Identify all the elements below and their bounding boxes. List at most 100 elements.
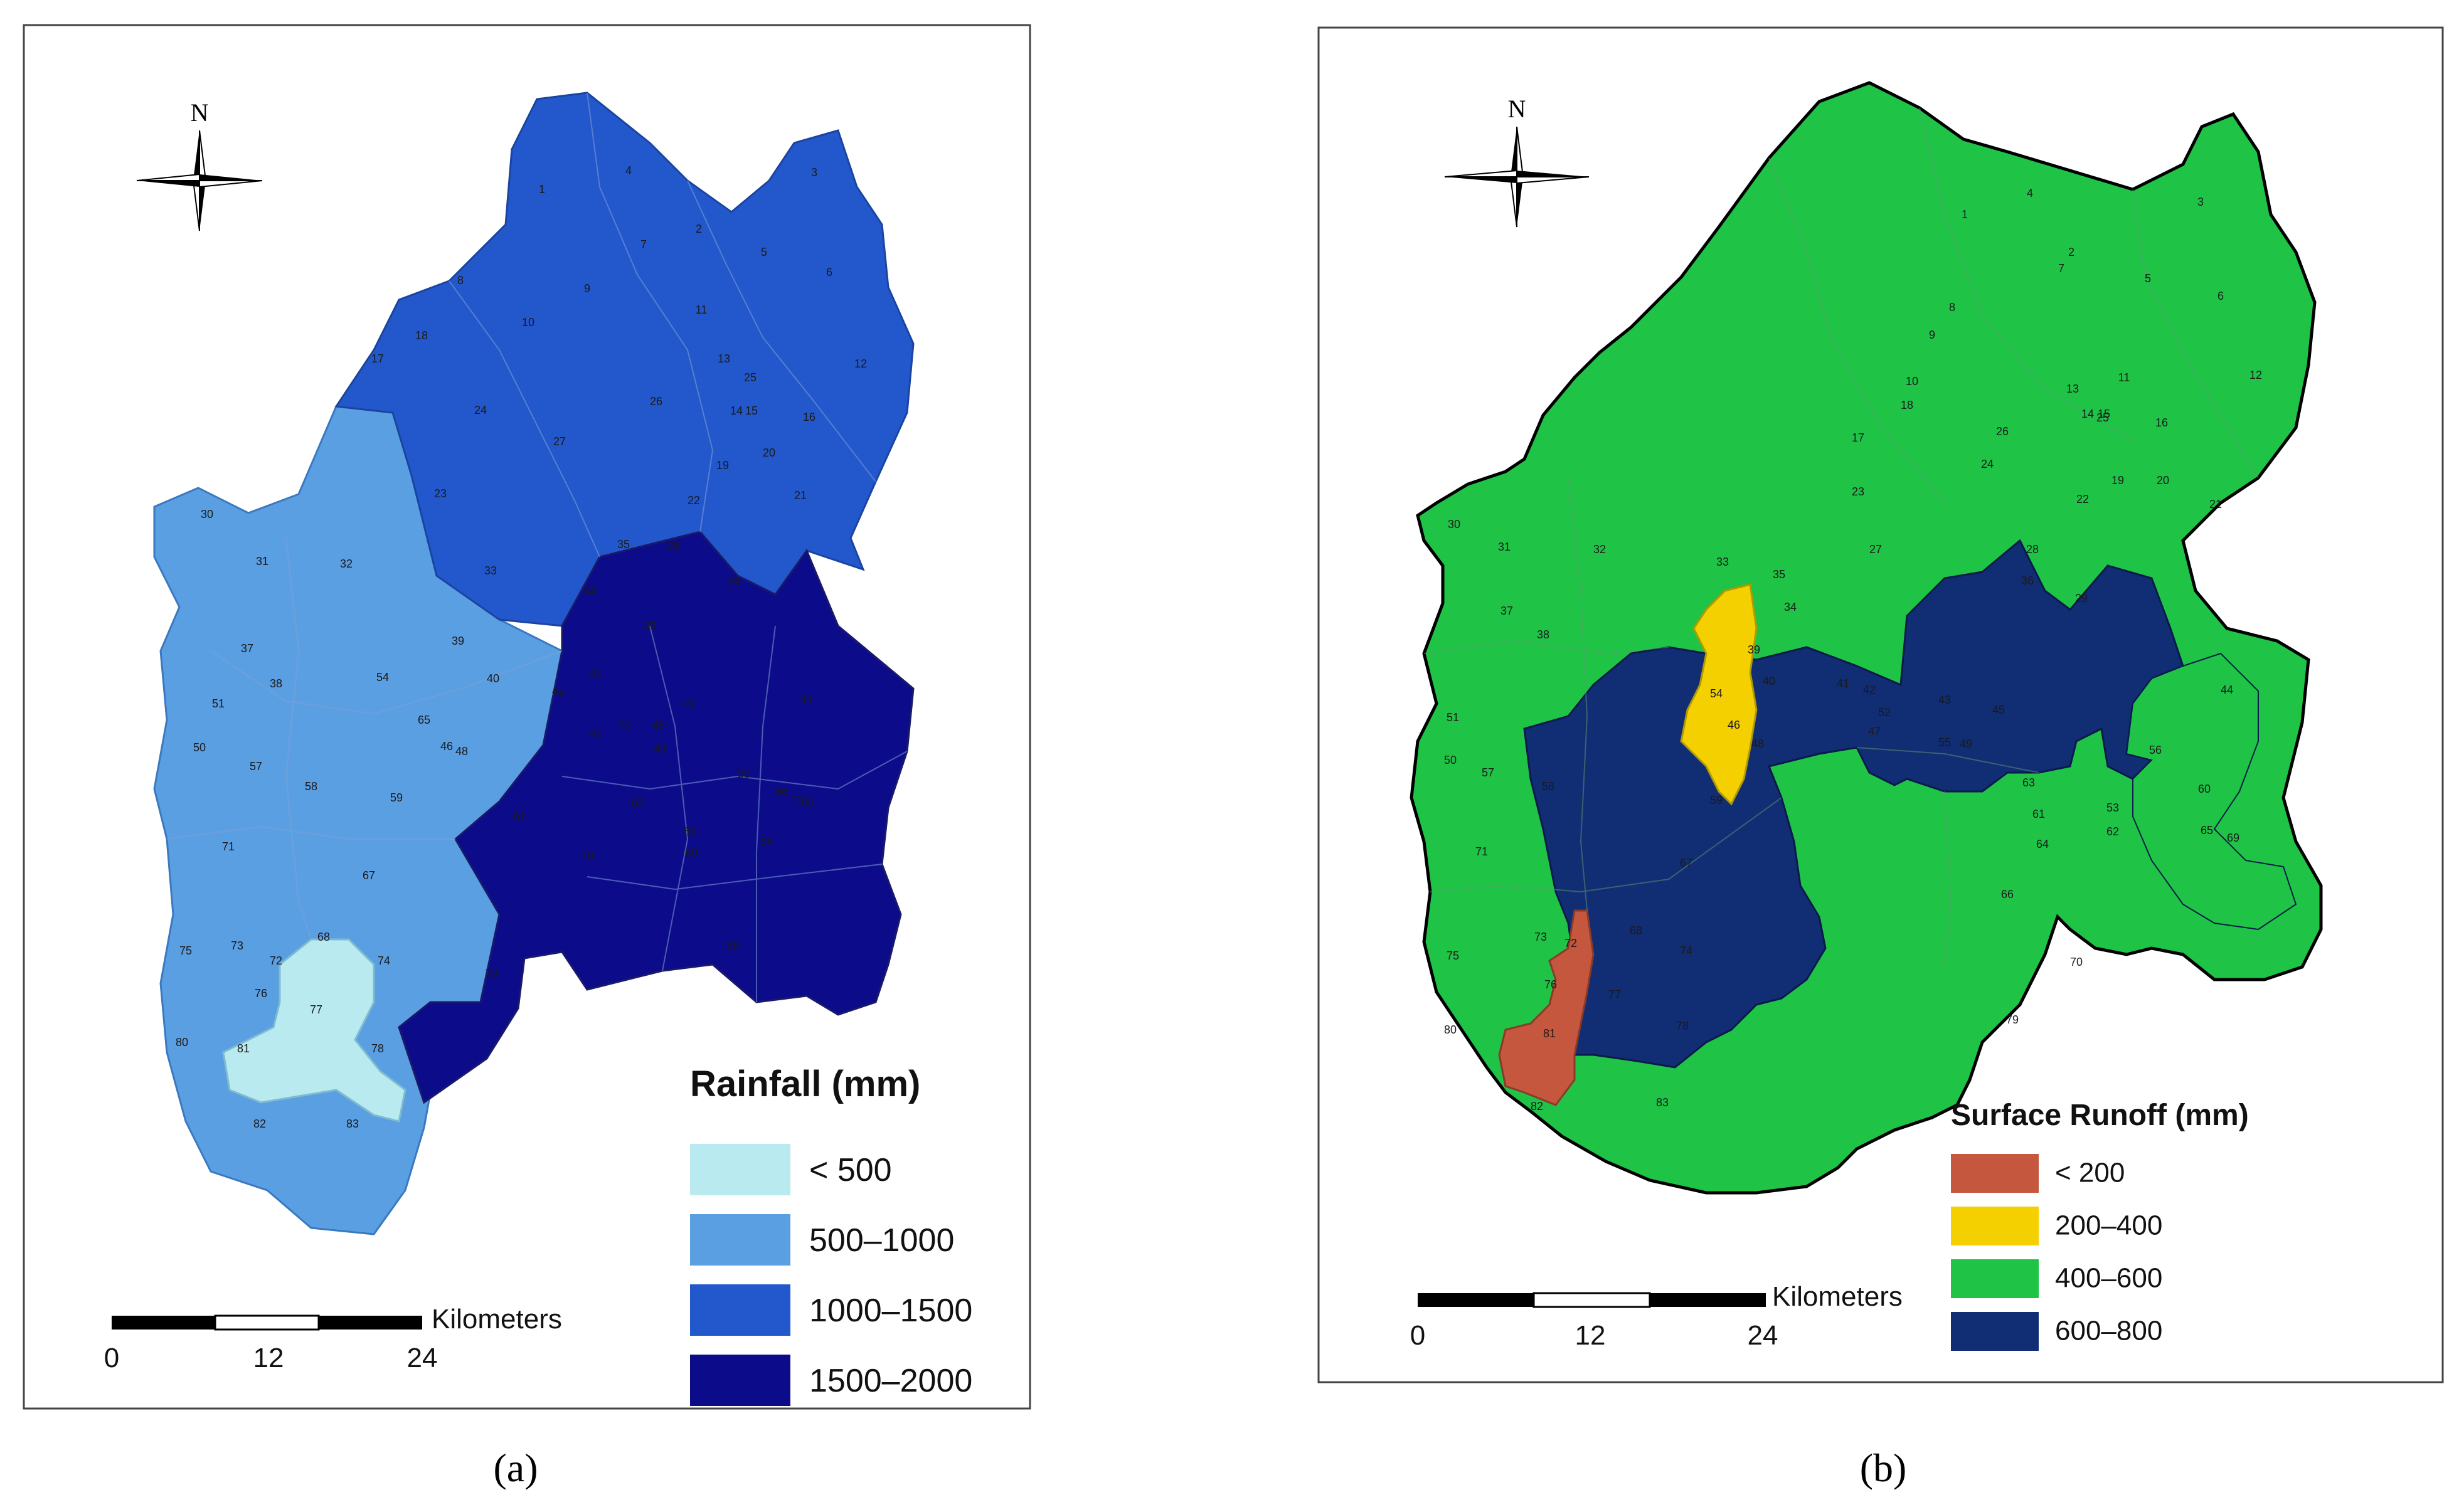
subbasin-label-76: 76 (255, 987, 267, 1000)
subbasin-label-26: 26 (1996, 425, 2009, 438)
legend-swatch (690, 1284, 790, 1336)
subbasin-label-15: 15 (2098, 408, 2110, 420)
subbasin-label-51: 51 (1447, 711, 1459, 724)
subbasin-label-50: 50 (193, 741, 206, 754)
subbasin-label-29: 29 (2075, 592, 2088, 605)
subbasin-label-28: 28 (2026, 543, 2039, 556)
subbasin-label-16: 16 (803, 411, 815, 423)
scale-tick-24: 24 (1748, 1320, 1778, 1351)
subbasin-label-4: 4 (2027, 187, 2033, 199)
subbasin-label-30: 30 (1448, 518, 1460, 531)
subbasin-label-54: 54 (376, 671, 389, 684)
subbasin-label-39: 39 (452, 635, 464, 647)
subbasin-label-5: 5 (761, 246, 767, 258)
subbasin-label-68: 68 (317, 931, 330, 943)
subbasin-label-17: 17 (371, 352, 384, 365)
subbasin-label-57: 57 (250, 760, 262, 773)
panel-a: 1 2 3 4 5 6 7 8 9 10 11 12 13 14 15 16 17 18 19 20 21 22 23 24 2… (23, 24, 1031, 1410)
subbasin-label-58: 58 (1542, 780, 1554, 793)
subbasin-label-35: 35 (617, 538, 630, 551)
subbasin-label-46: 46 (440, 740, 453, 753)
subbasin-label-2: 2 (2068, 246, 2074, 258)
subbasin-label-73: 73 (1534, 931, 1547, 943)
subbasin-label-34: 34 (583, 584, 596, 597)
subbasin-label-65: 65 (418, 714, 430, 726)
legend-swatch (690, 1144, 790, 1195)
north-label: N (1508, 95, 1526, 123)
subbasin-label-61: 61 (2032, 808, 2045, 820)
subbasin-label-54: 54 (1710, 687, 1723, 700)
subbasin-label-78: 78 (371, 1042, 384, 1055)
subbasin-label-58: 58 (305, 780, 317, 793)
scale-unit: Kilometers (432, 1304, 562, 1335)
subbasin-label-75: 75 (179, 944, 192, 957)
subbasin-label-18: 18 (1901, 399, 1913, 411)
subbasin-label-71: 71 (222, 840, 235, 853)
subbasin-label-70: 70 (581, 849, 593, 862)
subbasin-label-38: 38 (1537, 628, 1549, 641)
subbasin-label-66: 66 (2001, 888, 2014, 901)
subbasin-label-1: 1 (1962, 208, 1968, 221)
subbasin-label-74: 74 (1680, 944, 1692, 957)
subbasin-label-30: 30 (201, 508, 213, 521)
subbasin-label-59: 59 (1710, 794, 1723, 806)
subbasin-label-47: 47 (590, 727, 602, 740)
scale-tick-12: 12 (1575, 1320, 1606, 1351)
subbasin-label-53: 53 (790, 794, 803, 806)
subbasin-label-79: 79 (2006, 1013, 2019, 1026)
subbasin-label-46: 46 (1728, 719, 1740, 731)
subbasin-label-43: 43 (1938, 694, 1951, 706)
subbasin-label-43: 43 (681, 697, 694, 710)
subbasin-label-61: 61 (513, 810, 526, 823)
subbasin-label-29: 29 (728, 576, 740, 588)
subbasin-label-3: 3 (811, 166, 817, 179)
subbasin-label-36: 36 (644, 620, 656, 632)
subbasin-label-69: 69 (685, 847, 698, 859)
subbasin-label-33: 33 (1716, 556, 1729, 568)
subbasin-label-62: 62 (2106, 825, 2119, 838)
subbasin-label-7: 7 (640, 238, 647, 251)
subbasin-boundaries (1423, 107, 2259, 968)
subbasin-label-48: 48 (1751, 737, 1764, 750)
subbasin-label-76: 76 (1544, 978, 1557, 991)
subbasin-label-74: 74 (378, 954, 390, 967)
legend-swatch (1951, 1207, 2039, 1245)
legend-swatch (690, 1214, 790, 1266)
panel-b: 1 2 3 4 5 6 7 8 9 10 11 12 13 14 15 16 17 18 19 20 21 22 23 24 2… (1317, 26, 2444, 1383)
subbasin-label-50: 50 (1444, 754, 1457, 766)
subbasin-label-8: 8 (1949, 301, 1955, 314)
subbasin-label-71: 71 (1475, 845, 1488, 858)
subbasin-label-15: 15 (745, 404, 758, 417)
subbasin-label-79: 79 (486, 967, 498, 980)
subbasin-label-20: 20 (763, 447, 775, 459)
subbasin-label-24: 24 (1981, 458, 1994, 470)
subbasin-label-44: 44 (2221, 684, 2233, 696)
subbasin-label-37: 37 (241, 642, 253, 655)
subbasin-label-38: 38 (270, 677, 282, 690)
subbasin-label-1: 1 (539, 183, 545, 196)
scale-tick-12: 12 (253, 1343, 284, 1373)
subbasin-label-12: 12 (854, 357, 867, 370)
subbasin-label-27: 27 (1869, 543, 1882, 556)
subbasin-label-60: 60 (802, 796, 814, 809)
north-arrow: N (136, 98, 263, 231)
subbasin-label-80: 80 (176, 1036, 188, 1049)
subbasin-label-22: 22 (2076, 493, 2089, 505)
subbasin-label-75: 75 (1447, 949, 1459, 962)
scale-bar: Kilometers 0 12 24 (1410, 1281, 1903, 1351)
subbasin-label-4: 4 (625, 164, 632, 177)
subbasin-label-70: 70 (2070, 956, 2083, 968)
subbasin-label-60: 60 (2198, 783, 2211, 795)
subbasin-label-13: 13 (2066, 383, 2079, 395)
subbasin-label-77: 77 (1608, 988, 1621, 1001)
subbasin-label-40: 40 (487, 672, 499, 685)
legend-label: 1500–2000 (809, 1363, 972, 1399)
subbasin-label-42: 42 (1863, 684, 1876, 696)
subbasin-label-33: 33 (484, 564, 497, 577)
subbasin-label-83: 83 (346, 1118, 359, 1130)
subbasin-label-23: 23 (1852, 485, 1864, 498)
subbasin-label-51: 51 (212, 697, 225, 710)
subbasin-label-8: 8 (457, 274, 464, 287)
